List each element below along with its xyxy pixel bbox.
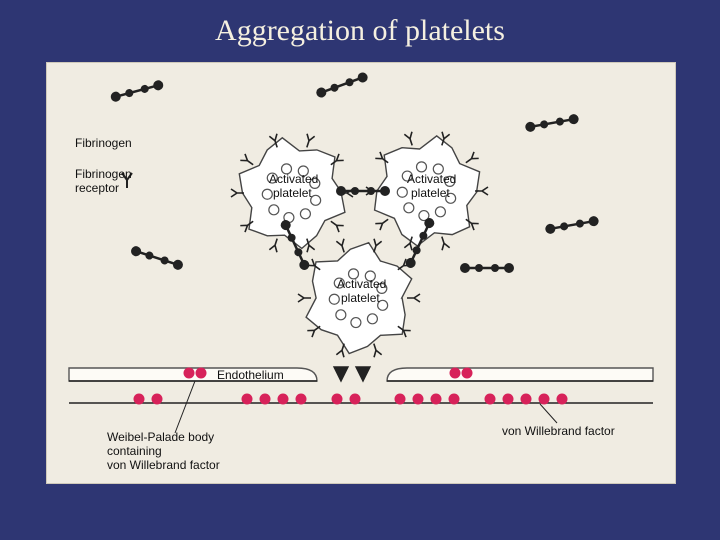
diagram-svg: Fibrinogen Fibrinogen receptor Activated…: [47, 63, 675, 483]
label-fibrinogen-receptor-2: receptor: [75, 181, 119, 195]
platelet-group: [231, 132, 488, 358]
label-wp-1: Weibel-Palade body: [107, 430, 214, 444]
label-fibrinogen-receptor-1: Fibrinogen: [75, 167, 132, 181]
label-act-plt-2a: Activated: [407, 172, 456, 186]
diagram-figure: Fibrinogen Fibrinogen receptor Activated…: [46, 62, 676, 484]
label-act-plt-2b: platelet: [411, 186, 450, 200]
fibrinogen-group: [110, 71, 600, 273]
label-act-plt-3b: platelet: [341, 291, 380, 305]
label-endothelium: Endothelium: [217, 368, 284, 382]
label-wp-3: von Willebrand factor: [107, 458, 220, 472]
label-wp-2: containing: [107, 444, 162, 458]
labels: Fibrinogen Fibrinogen receptor Activated…: [75, 136, 615, 472]
label-act-plt-1a: Activated: [269, 172, 318, 186]
label-act-plt-3a: Activated: [337, 277, 386, 291]
label-fibrinogen: Fibrinogen: [75, 136, 132, 150]
label-act-plt-1b: platelet: [273, 186, 312, 200]
label-vwf: von Willebrand factor: [502, 424, 615, 438]
pointer-lines: [175, 381, 557, 433]
slide-title: Aggregation of platelets: [0, 14, 720, 48]
